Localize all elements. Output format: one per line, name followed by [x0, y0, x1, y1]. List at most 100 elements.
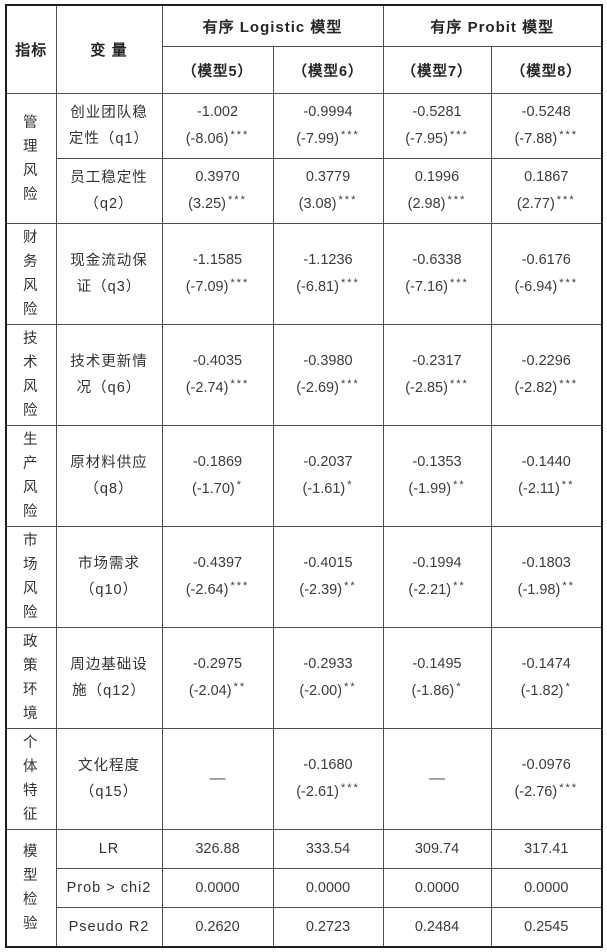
significance-stars: ***: [230, 580, 250, 592]
indicator-cell: 财务风险: [5, 223, 57, 325]
significance-stars: ***: [230, 129, 250, 141]
stat-value-cell: 309.74: [382, 829, 492, 869]
coefficient-value: -0.1440: [521, 454, 571, 470]
significance-stars: **: [561, 479, 575, 491]
stat-value-cell: 326.88: [161, 829, 274, 869]
stat-value-cell: 0.0000: [161, 868, 274, 908]
t-statistic: (-2.39) **: [299, 580, 357, 598]
t-statistic: (3.25) ***: [188, 194, 247, 212]
value-cell: -0.1803 (-1.98) **: [490, 526, 603, 628]
value-cell: -0.1495 (-1.86) *: [382, 627, 492, 729]
coefficient-value: 0.1867: [524, 169, 569, 185]
significance-stars: ***: [340, 277, 360, 289]
missing-value-dash: —: [429, 770, 445, 787]
significance-stars: **: [562, 580, 575, 592]
value-cell: -0.4015 (-2.39) **: [272, 526, 384, 628]
coefficient-value: -1.1236: [303, 252, 353, 268]
t-statistic: (-1.86) *: [411, 681, 463, 699]
coefficient-value: -0.4397: [192, 555, 243, 571]
t-statistic: (-2.76) ***: [514, 782, 579, 800]
stat-value-cell: 0.0000: [490, 868, 603, 908]
header-model-8: （模型8）: [490, 46, 603, 94]
coefficient-value: -0.1803: [521, 555, 571, 571]
coefficient-value: -0.1353: [412, 454, 462, 470]
table-row: 生产风险 原材料供应（q8） -0.1869 (-1.70) * -0.2037 (-1.6…: [5, 425, 603, 527]
value-cell: -0.2975 (-2.04) **: [161, 627, 274, 729]
coefficient-value: -0.2037: [303, 454, 353, 470]
value-cell: -1.1236 (-6.81) ***: [272, 223, 384, 325]
value-cell: -0.1474 (-1.82) *: [490, 627, 603, 729]
stat-row: Prob > chi2 0.0000 0.0000 0.0000 0.0000: [6, 868, 603, 908]
header-variable: 变 量: [55, 4, 163, 94]
significance-stars: ***: [559, 277, 579, 289]
t-statistic: (-7.88) ***: [514, 129, 579, 147]
value-cell: -0.5281 (-7.95) ***: [382, 93, 492, 159]
t-statistic: (-7.09) ***: [185, 277, 250, 295]
value-cell: -0.0976 (-2.76) ***: [490, 728, 603, 830]
t-statistic: (-1.61) *: [302, 479, 354, 497]
coefficient-value: 0.3970: [195, 169, 240, 185]
t-statistic: (-1.99) **: [408, 479, 466, 497]
t-statistic: (2.77) ***: [516, 194, 576, 212]
t-statistic: (-2.00) **: [299, 681, 357, 699]
indicator-cell: 个体特征: [5, 728, 57, 830]
coefficient-value: -0.9994: [303, 104, 353, 120]
variable-cell: 创业团队稳定性（q1）: [55, 93, 163, 159]
value-cell: -0.2296 (-2.82) ***: [490, 324, 603, 426]
t-statistic: (-2.04) **: [188, 681, 247, 699]
stat-value-cell: 0.0000: [272, 868, 384, 908]
coefficient-value: 0.3779: [305, 169, 351, 185]
table-row: 管理风险 创业团队稳定性（q1） -1.002 (-8.06) *** -0.9994 (-…: [5, 93, 603, 224]
value-cell: -0.4397 (-2.64) ***: [161, 526, 274, 628]
variable-cell: 现金流动保证（q3）: [55, 223, 163, 325]
value-cell: -0.9994 (-7.99) ***: [272, 93, 384, 159]
table-row: 技术风险 技术更新情况（q6） -0.4035 (-2.74) *** -0.3980 (-…: [5, 324, 603, 426]
stat-label-cell: Prob > chi2: [55, 868, 163, 908]
significance-stars: *: [236, 479, 243, 491]
significance-stars: **: [344, 580, 357, 592]
t-statistic: (-2.21) **: [408, 580, 466, 598]
regression-results-table: 指标 变 量 有序 Logistic 模型 有序 Probit 模型 （模型5）…: [5, 4, 604, 948]
indicator-cell: 模型检验: [5, 829, 57, 948]
value-cell: -0.1440 (-2.11) **: [490, 425, 603, 527]
t-statistic: (-8.06) ***: [185, 129, 250, 147]
coefficient-value: -0.6338: [412, 252, 462, 268]
stat-value-cell: 0.2545: [490, 907, 603, 948]
stat-value-cell: 0.0000: [382, 868, 492, 908]
value-cell: -0.6176 (-6.94) ***: [490, 223, 603, 325]
value-cell: -0.1869 (-1.70) *: [161, 425, 274, 527]
table-row: 政策环境 周边基础设施（q12） -0.2975 (-2.04) ** -0.2933 (-…: [5, 627, 603, 729]
stat-row: 模型检验 LR 326.88 333.54 309.74 317.41: [5, 829, 603, 948]
stat-value-cell: 0.2620: [161, 907, 274, 948]
table-row: 市场风险 市场需求（q10） -0.4397 (-2.64) *** -0.4015 (-2…: [5, 526, 603, 628]
value-cell: —: [382, 728, 492, 830]
value-cell: -0.2317 (-2.85) ***: [382, 324, 492, 426]
value-cell: -0.6338 (-7.16) ***: [382, 223, 492, 325]
t-statistic: (-2.74) ***: [185, 378, 250, 396]
stat-value-cell: 0.2484: [382, 907, 492, 948]
stat-label-cell: Pseudo R2: [55, 907, 163, 948]
significance-stars: **: [233, 681, 247, 693]
header-group-logistic: 有序 Logistic 模型: [161, 4, 384, 47]
header-group-probit: 有序 Probit 模型: [382, 4, 603, 47]
variable-cell: 员工稳定性（q2）: [55, 158, 163, 224]
significance-stars: **: [453, 479, 466, 491]
indicator-cell: 政策环境: [5, 627, 57, 729]
coefficient-value: -1.002: [196, 104, 239, 120]
significance-stars: ***: [338, 194, 358, 206]
coefficient-value: -0.2296: [521, 353, 571, 369]
coefficient-value: -0.5248: [521, 104, 571, 120]
significance-stars: ***: [559, 129, 579, 141]
significance-stars: ***: [447, 194, 467, 206]
stat-value-cell: 317.41: [490, 829, 603, 869]
value-cell: -0.4035 (-2.74) ***: [161, 324, 274, 426]
t-statistic: (-2.64) ***: [185, 580, 250, 598]
t-statistic: (3.08) ***: [298, 194, 358, 212]
indicator-cell: 技术风险: [5, 324, 57, 426]
variable-cell: 市场需求（q10）: [55, 526, 163, 628]
significance-stars: *: [456, 681, 463, 693]
variable-cell: 文化程度（q15）: [55, 728, 163, 830]
t-statistic: (-1.70) *: [192, 479, 243, 497]
coefficient-value: -0.2975: [192, 656, 243, 672]
coefficient-value: -0.1869: [192, 454, 243, 470]
